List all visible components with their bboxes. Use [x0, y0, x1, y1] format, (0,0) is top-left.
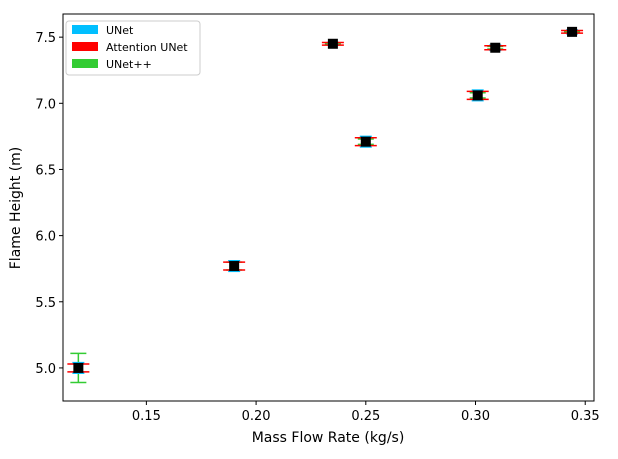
y-tick-label: 6.0 [35, 230, 56, 245]
mean-marker [73, 362, 84, 373]
x-tick-label: 0.30 [461, 409, 490, 424]
x-axis-label: Mass Flow Rate (kg/s) [252, 430, 405, 446]
mean-markers [73, 26, 578, 373]
legend-label: UNet [106, 24, 134, 37]
mean-marker [567, 26, 578, 37]
y-axis-label: Flame Height (m) [8, 147, 24, 270]
x-tick-label: 0.35 [571, 409, 600, 424]
mean-marker [229, 261, 240, 272]
mean-marker [327, 38, 338, 49]
y-tick-label: 5.5 [35, 296, 56, 311]
legend-swatch [72, 59, 98, 68]
y-tick-label: 7.0 [35, 97, 56, 112]
mean-marker [360, 136, 371, 147]
y-tick-label: 5.0 [35, 362, 56, 377]
x-tick-label: 0.20 [242, 409, 271, 424]
legend-swatch [72, 42, 98, 51]
legend-box [65, 20, 201, 76]
x-axis-ticks: 0.15 0.20 0.25 0.30 0.35 [132, 401, 600, 424]
y-tick-label: 7.5 [35, 31, 56, 46]
y-axis-ticks: 5.0 5.5 6.0 6.5 7.0 7.5 [35, 31, 63, 377]
x-tick-label: 0.15 [132, 409, 161, 424]
y-tick-label: 6.5 [35, 163, 56, 178]
legend-label: UNet++ [106, 58, 152, 71]
mean-marker [472, 90, 483, 101]
plot-area [62, 13, 595, 402]
x-tick-label: 0.25 [351, 409, 380, 424]
legend: UNet Attention UNet UNet++ [65, 20, 201, 76]
legend-label: Attention UNet [106, 41, 188, 54]
mean-marker [490, 42, 501, 53]
legend-swatch [72, 25, 98, 34]
